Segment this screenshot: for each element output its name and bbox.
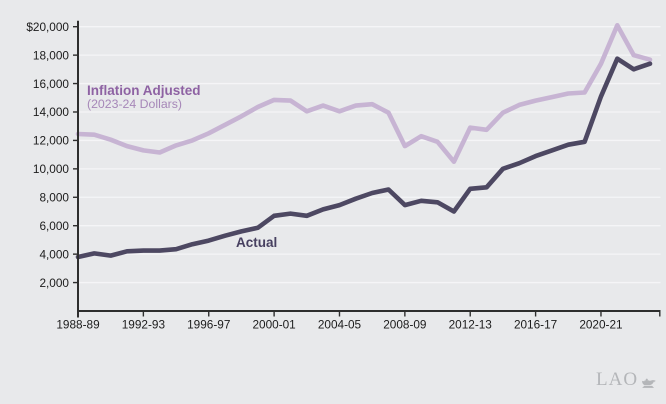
y-tick-label: 10,000 [33,162,70,176]
lao-logo: LAO [596,369,658,391]
series-annotation-inflation-adjusted: Inflation Adjusted (2023-24 Dollars) [87,83,201,112]
x-tick-label: 2008-09 [383,318,426,332]
series-line-inflation_adjusted [75,22,653,164]
x-tick-label: 1988-89 [56,318,99,332]
y-tick-label: 2,000 [39,276,69,290]
x-tick-label: 2000-01 [252,318,295,332]
lao-lamp-icon [642,378,656,388]
y-tick-label: 6,000 [39,219,69,233]
series-label-inflation-adjusted: Inflation Adjusted [87,83,201,98]
x-tick-label: 1996-97 [187,318,230,332]
y-tick-label: 16,000 [33,77,70,91]
y-tick-label: 4,000 [39,247,69,261]
x-tick-label: 2012-13 [449,318,493,332]
x-tick-label: 2020-21 [579,318,622,332]
x-tick-label: 2004-05 [318,318,362,332]
y-tick-label: 12,000 [33,134,70,148]
y-tick-label: 18,000 [33,48,70,62]
y-tick-label: 8,000 [39,191,69,205]
x-tick-label: 1992-93 [122,318,166,332]
y-tick-label: $20,000 [26,20,69,34]
series-label-actual: Actual [236,235,278,250]
lao-logo-text: LAO [596,369,639,390]
y-tick-label: 14,000 [33,105,70,119]
series-sublabel-inflation-adjusted: (2023-24 Dollars) [87,97,183,112]
x-tick-label: 2016-17 [514,318,557,332]
series-line-actual [75,56,653,260]
